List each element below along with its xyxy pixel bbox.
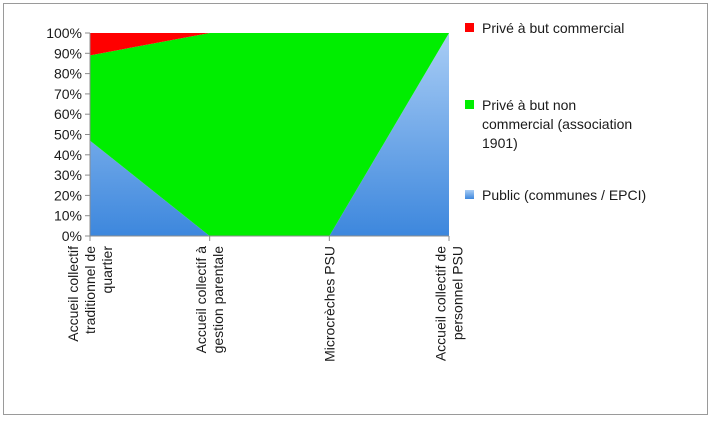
area-series-2: [90, 33, 449, 236]
x-tick-labels: Accueil collectif traditionnel de quartier…: [65, 246, 466, 362]
legend-swatch: [465, 23, 474, 32]
legend-label: commercial (association: [482, 116, 632, 132]
x-tick-label: Accueil collectif à: [193, 246, 209, 354]
x-tick-label: traditionnel de: [82, 246, 98, 334]
x-tick-label: Accueil collectif de: [433, 246, 449, 361]
y-tick-label: 0%: [62, 228, 82, 244]
y-tick-label: 70%: [54, 86, 82, 102]
area-series-1: [90, 33, 449, 236]
x-tick-label: personnel PSU: [450, 246, 466, 340]
y-tick-label: 30%: [54, 167, 82, 183]
y-tick-label: 10%: [54, 208, 82, 224]
y-tick-label: 20%: [54, 187, 82, 203]
legend-label: Privé à but non: [482, 97, 576, 113]
area-series-group: [90, 33, 449, 236]
y-tick-label: 80%: [54, 66, 82, 82]
y-tick-label: 90%: [54, 45, 82, 61]
y-tick-label: 40%: [54, 147, 82, 163]
area-series-3: [90, 33, 449, 56]
legend: Privé à but commercial Privé à but non com…: [465, 20, 646, 203]
axes-group: [85, 32, 450, 241]
y-tick-labels: 0% 10% 20% 30% 40% 50% 60% 70% 80% 90% 100%: [46, 25, 82, 244]
stacked-area-chart: 0% 10% 20% 30% 40% 50% 60% 70% 80% 90% 100% Accuei…: [46, 20, 646, 362]
x-tick-label: gestion parentale: [210, 246, 226, 354]
x-tick-label: Microcrèches PSU: [321, 246, 337, 362]
x-tick-label: Accueil collectif: [65, 246, 81, 342]
legend-label: Public (communes / EPCI): [482, 187, 646, 203]
chart-frame: 0% 10% 20% 30% 40% 50% 60% 70% 80% 90% 100% Accuei…: [3, 3, 708, 415]
legend-label: Privé à but commercial: [482, 20, 624, 36]
y-tick-label: 50%: [54, 127, 82, 143]
legend-swatch: [465, 190, 474, 199]
legend-swatch: [465, 100, 474, 109]
y-tick-label: 60%: [54, 106, 82, 122]
legend-label: 1901): [482, 135, 518, 151]
x-tick-label: quartier: [99, 246, 115, 294]
y-tick-label: 100%: [46, 25, 82, 41]
